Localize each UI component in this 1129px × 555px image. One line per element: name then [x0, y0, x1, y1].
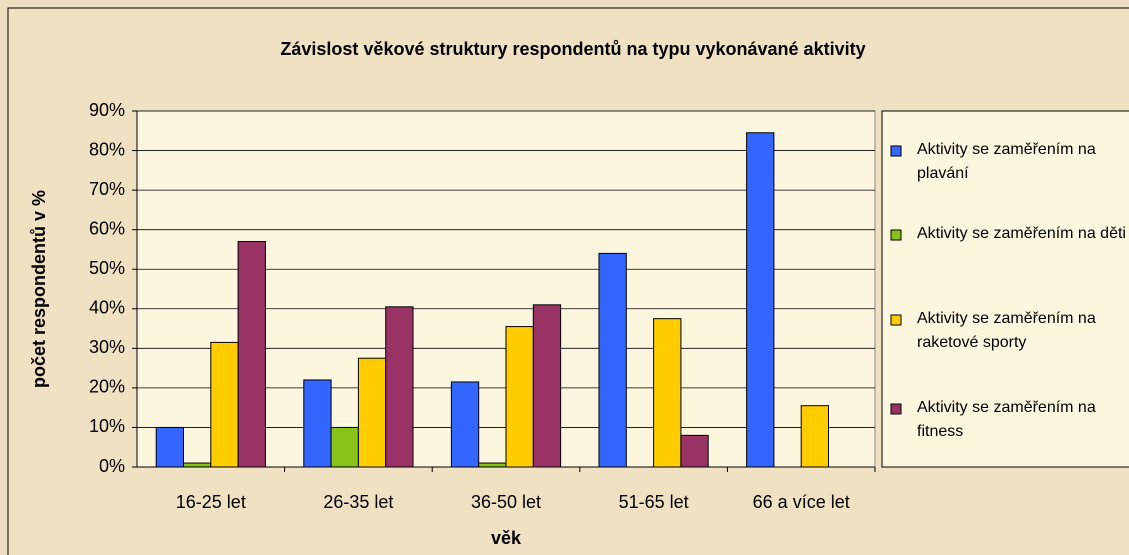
y-tick-label: 70%: [89, 179, 125, 199]
bar: [450, 381, 480, 468]
legend-label: Aktivity se zaměřením na fitness: [917, 399, 1096, 440]
bar: [357, 357, 387, 468]
legend-box: [881, 110, 1129, 468]
y-tick-label: 30%: [89, 337, 125, 357]
bar: [330, 426, 359, 468]
legend-swatch: [890, 314, 902, 326]
bar: [210, 341, 239, 468]
legend-label: Aktivity se zaměřením na raketové sporty: [917, 310, 1096, 351]
chart-title: Závislost věkové struktury respondentů n…: [280, 39, 865, 59]
x-tick-label: 66 a více let: [753, 492, 850, 512]
y-tick-label: 10%: [89, 416, 125, 436]
legend-swatch: [890, 145, 902, 157]
y-tick-label: 60%: [89, 218, 125, 238]
bar: [505, 326, 534, 468]
bar: [303, 379, 332, 468]
bar: [746, 132, 775, 468]
bar: [182, 462, 212, 468]
y-tick-label: 40%: [89, 298, 125, 318]
legend-label: Aktivity se zaměřením na plavání: [917, 141, 1096, 182]
legend-swatch: [890, 403, 902, 415]
bar: [800, 405, 830, 468]
legend-swatch: [890, 229, 902, 241]
bar: [385, 306, 414, 468]
bar: [478, 462, 507, 468]
legend-label: Aktivity se zaměřením na děti: [917, 225, 1126, 242]
y-tick-label: 0%: [99, 456, 125, 476]
x-tick-label: 51-65 let: [619, 492, 689, 512]
bar: [653, 318, 682, 468]
bar: [155, 426, 184, 468]
bar: [680, 434, 709, 468]
y-tick-label: 20%: [89, 377, 125, 397]
bar: [532, 304, 562, 468]
bar: [598, 252, 627, 468]
bar: [237, 241, 266, 468]
y-axis-label: počet respondentů v %: [29, 190, 49, 388]
x-axis-label: věk: [491, 528, 522, 548]
x-tick-label: 36-50 let: [471, 492, 541, 512]
y-tick-label: 90%: [89, 100, 125, 120]
x-tick-label: 26-35 let: [323, 492, 393, 512]
y-tick-label: 80%: [89, 139, 125, 159]
y-tick-label: 50%: [89, 258, 125, 278]
x-tick-label: 16-25 let: [176, 492, 246, 512]
